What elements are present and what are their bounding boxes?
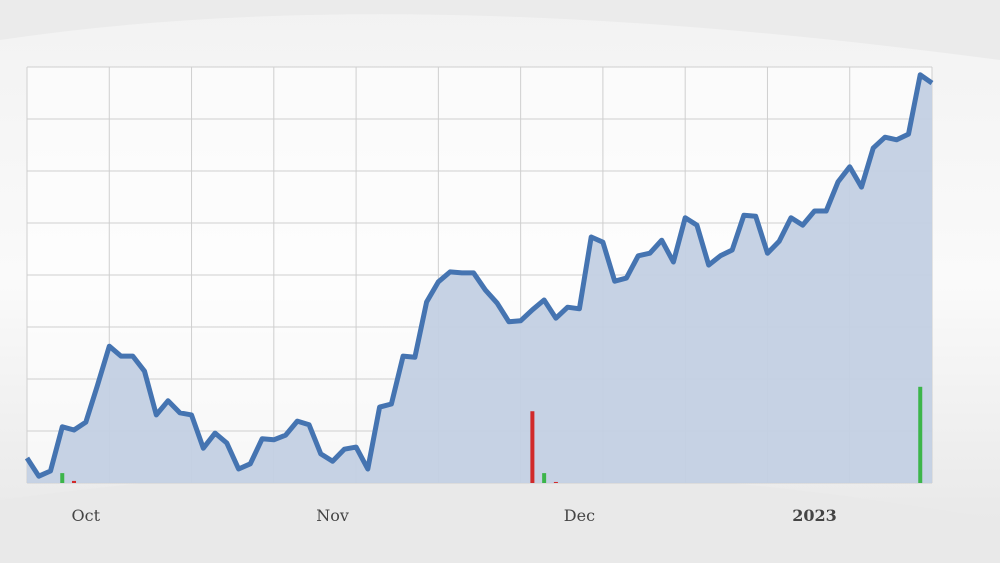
x-tick-label: Nov xyxy=(316,506,349,525)
volume-bar xyxy=(60,473,65,483)
volume-bar xyxy=(530,411,535,483)
x-tick-label: Dec xyxy=(564,506,595,525)
volume-bar xyxy=(72,480,77,483)
volume-bar xyxy=(542,473,547,483)
volume-bar xyxy=(553,481,558,483)
x-tick-label: Oct xyxy=(72,506,101,525)
x-tick-label: 2023 xyxy=(792,506,837,525)
swirl xyxy=(0,469,1000,563)
volume-bar xyxy=(918,386,923,483)
swirl xyxy=(0,0,1000,60)
area xyxy=(27,74,932,484)
line xyxy=(24,72,934,479)
